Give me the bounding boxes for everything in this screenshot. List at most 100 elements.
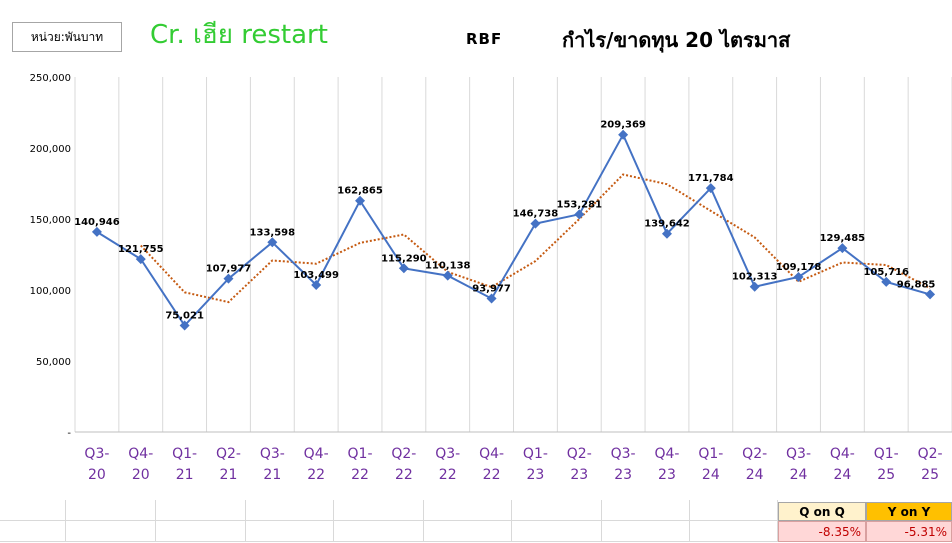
series-line (96, 132, 931, 328)
x-tick-label-top: Q4- (304, 446, 329, 462)
grid-cell[interactable] (334, 521, 424, 542)
data-point (223, 273, 234, 284)
grid-cell[interactable] (156, 500, 246, 521)
x-tick-label-top: Q3- (435, 446, 460, 462)
x-tick-label-bottom: 24 (833, 467, 851, 483)
data-label: 96,885 (897, 279, 936, 290)
data-point (355, 195, 366, 206)
x-tick-label-bottom: 20 (88, 467, 106, 483)
x-tick-label-top: Q2- (918, 446, 943, 462)
x-tick-label-top: Q4- (654, 446, 679, 462)
grid-cell[interactable] (0, 521, 66, 542)
ticker-label: RBF (466, 30, 503, 48)
data-labels: 140,946 121,755 75,021 107,977 133,598 103,49… (74, 120, 935, 322)
x-tick-label-top: Q4- (128, 446, 153, 462)
x-tick-label-top: Q2- (391, 446, 416, 462)
yoy-header[interactable]: Y on Y (866, 502, 952, 521)
grid-cell[interactable] (66, 521, 156, 542)
y-tick-label: 250,000 (30, 73, 71, 84)
x-tick-label-bottom: 22 (395, 467, 413, 483)
data-point (311, 280, 322, 291)
data-point (442, 270, 453, 281)
data-point (618, 129, 629, 140)
x-tick-label-top: Q3- (786, 446, 811, 462)
data-point (267, 237, 278, 248)
trend-line (140, 173, 931, 304)
data-label: 109,178 (776, 262, 822, 273)
data-label: 209,369 (600, 120, 646, 131)
gridlines (74, 77, 952, 433)
x-tick-label-top: Q1- (874, 446, 899, 462)
grid-cell[interactable] (512, 500, 602, 521)
x-tick-label-bottom: 21 (263, 467, 281, 483)
data-point (661, 228, 672, 239)
grid-cell[interactable] (602, 521, 690, 542)
x-tick-label-bottom: 24 (702, 467, 720, 483)
data-label: 121,755 (118, 244, 164, 255)
y-tick-label: 200,000 (30, 144, 71, 155)
data-point (925, 289, 936, 300)
data-label: 93,977 (472, 284, 511, 295)
y-axis: - 50,000 100,000 150,000 200,000 250,000 (30, 73, 72, 439)
grid-cell[interactable] (66, 500, 156, 521)
x-tick-label-bottom: 22 (439, 467, 457, 483)
data-label: 153,281 (557, 199, 603, 210)
data-point (486, 293, 497, 304)
grid-cell[interactable] (156, 521, 246, 542)
data-point (91, 226, 102, 237)
x-tick-label-bottom: 23 (658, 467, 676, 483)
x-axis: Q3- 20 Q4- 20 Q1- 21 Q2- 21 Q3- 21 Q4- 22 Q1- 22 Q2- 22… (84, 446, 942, 483)
grid-cell[interactable] (512, 521, 602, 542)
x-tick-label-bottom: 21 (220, 467, 238, 483)
x-tick-label-top: Q3- (611, 446, 636, 462)
data-point (530, 218, 541, 229)
grid-cell[interactable] (424, 521, 512, 542)
x-tick-label-top: Q2- (216, 446, 241, 462)
data-points (91, 129, 936, 331)
data-label: 115,290 (381, 253, 427, 264)
x-tick-label-bottom: 22 (351, 467, 369, 483)
grid-cell[interactable] (690, 521, 778, 542)
x-tick-label-bottom: 23 (527, 467, 545, 483)
credit-label: Cr. เฮีย restart (150, 20, 328, 50)
grid-cell[interactable] (424, 500, 512, 521)
qoq-header[interactable]: Q on Q (778, 502, 866, 521)
yoy-value[interactable]: -5.31% (866, 521, 952, 542)
data-label: 107,977 (206, 264, 252, 275)
data-label: 102,313 (732, 272, 778, 283)
grid-cell[interactable] (334, 500, 424, 521)
x-tick-label-top: Q3- (84, 446, 109, 462)
y-tick-label: 50,000 (36, 357, 71, 368)
grid-cell[interactable] (246, 500, 334, 521)
data-label: 139,642 (644, 219, 690, 230)
x-tick-label-top: Q4- (830, 446, 855, 462)
x-tick-label-bottom: 24 (746, 467, 764, 483)
chart-title: กำไร/ขาดทุน 20 ไตรมาส (562, 28, 791, 52)
data-point (135, 254, 146, 265)
data-point (793, 271, 804, 282)
data-label: 140,946 (74, 217, 120, 228)
grid-cell[interactable] (690, 500, 778, 521)
x-tick-label-top: Q2- (742, 446, 767, 462)
x-tick-label-top: Q2- (567, 446, 592, 462)
x-tick-label-bottom: 25 (877, 467, 895, 483)
data-label: 110,138 (425, 261, 471, 272)
grid-cell[interactable] (0, 500, 66, 521)
grid-cell[interactable] (602, 500, 690, 521)
grid-cell[interactable] (246, 521, 334, 542)
x-tick-label-bottom: 21 (176, 467, 194, 483)
x-tick-label-top: Q3- (260, 446, 285, 462)
data-label: 162,865 (337, 186, 383, 197)
data-label: 75,021 (165, 310, 204, 321)
data-label: 171,784 (688, 173, 734, 184)
data-label: 133,598 (250, 227, 296, 238)
data-point (574, 209, 585, 220)
y-tick-label: - (67, 428, 71, 439)
x-tick-label-bottom: 23 (570, 467, 588, 483)
x-tick-label-top: Q1- (698, 446, 723, 462)
x-tick-label-top: Q1- (172, 446, 197, 462)
y-tick-label: 100,000 (30, 286, 71, 297)
data-point (705, 183, 716, 194)
unit-label: หน่วย:พันบาท (12, 22, 122, 52)
qoq-value[interactable]: -8.35% (778, 521, 866, 542)
